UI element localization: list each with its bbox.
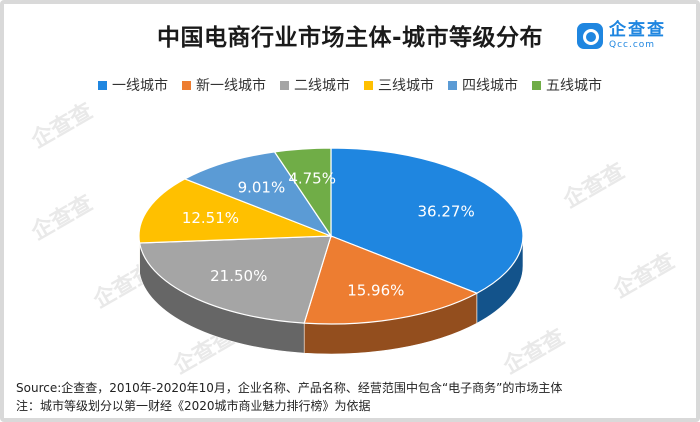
pie-slice: [138, 235, 332, 324]
data-label: 21.50%: [210, 267, 267, 285]
legend-label: 新一线城市: [196, 78, 266, 94]
legend-item: 四线城市: [448, 75, 518, 95]
pie-slice: [273, 147, 332, 238]
logo-text: 企查查 Qcc.com: [609, 22, 666, 50]
data-label: 36.27%: [418, 203, 475, 221]
legend-swatch: [448, 80, 457, 90]
legend-label: 五线城市: [546, 78, 602, 94]
legend-label: 二线城市: [294, 78, 350, 94]
footnote: Source:企查查，2010年-2020年10月，企业名称、产品名称、经营范围…: [16, 379, 562, 415]
legend-label: 四线城市: [462, 78, 518, 94]
legend-item: 二线城市: [280, 75, 350, 95]
pie-slice: [138, 178, 332, 244]
legend-swatch: [182, 80, 191, 90]
pie-side-walls: [138, 235, 524, 355]
data-label: 4.75%: [288, 170, 336, 188]
source-note: Source:企查查，2010年-2020年10月，企业名称、产品名称、经营范围…: [16, 381, 563, 395]
data-label: 12.51%: [182, 209, 239, 227]
brand-logo: 企查查 Qcc.com: [577, 22, 666, 50]
legend-item: 三线城市: [364, 75, 434, 95]
data-label: 9.01%: [238, 178, 286, 196]
legend-item: 新一线城市: [182, 75, 266, 95]
logo-domain: Qcc.com: [609, 40, 656, 50]
data-label: 15.96%: [347, 281, 404, 299]
pie-slice: [303, 235, 479, 325]
pie-slice: [183, 151, 333, 238]
legend-label: 三线城市: [378, 78, 434, 94]
legend-item: 五线城市: [532, 75, 602, 95]
pie-slice: [330, 147, 524, 294]
chart-title: 中国电商行业市场主体-城市等级分布: [156, 25, 544, 51]
logo-name: 企查查: [609, 20, 666, 40]
qcc-logo-icon: [577, 23, 603, 49]
legend-label: 一线城市: [112, 78, 168, 94]
legend-swatch: [364, 80, 373, 90]
legend-swatch: [532, 80, 541, 90]
method-note: 注：城市等级划分以第一财经《2020城市商业魅力排行榜》为依据: [16, 399, 371, 413]
chart-legend: 一线城市 新一线城市 二线城市 三线城市 四线城市 五线城市: [0, 75, 700, 95]
legend-swatch: [98, 80, 107, 90]
legend-item: 一线城市: [98, 75, 168, 95]
legend-swatch: [280, 80, 289, 90]
